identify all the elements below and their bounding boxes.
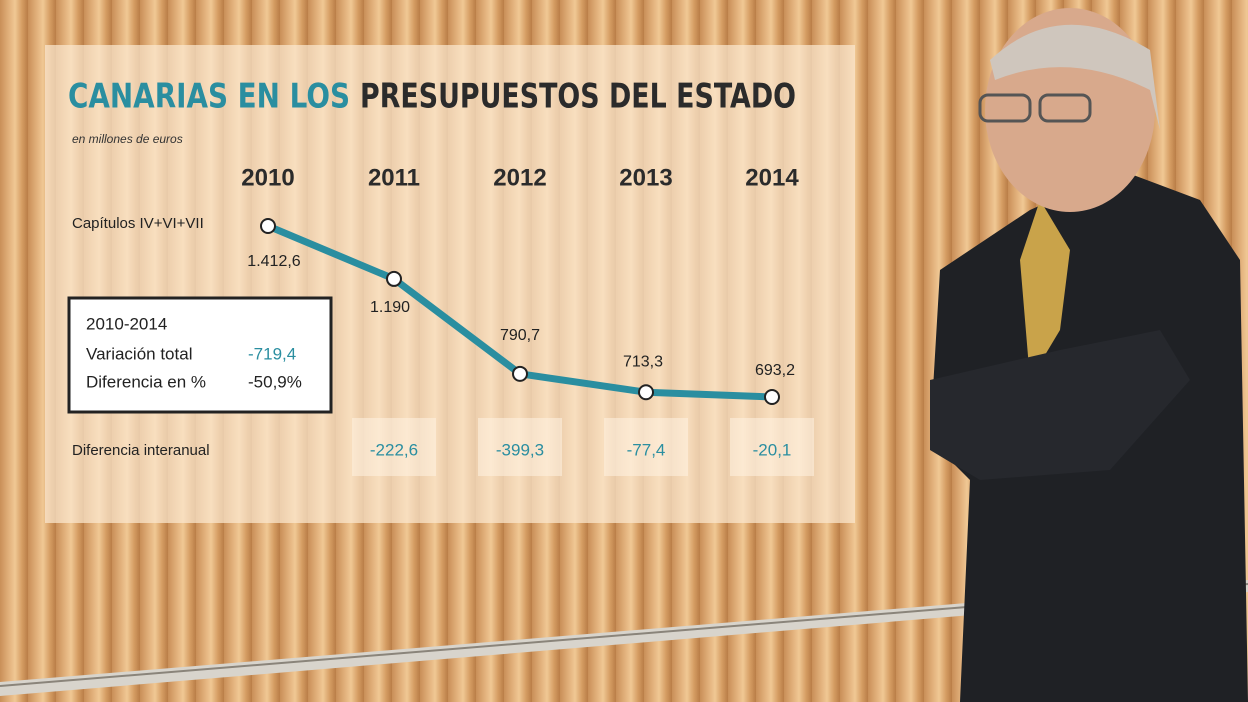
x-tick-label: 2011 <box>368 164 420 191</box>
panel <box>45 45 855 523</box>
summary-value: -50,9% <box>248 372 302 391</box>
summary-title: 2010-2014 <box>86 314 167 333</box>
chart-title: PRESUPUESTOS DEL ESTADO <box>360 77 796 117</box>
title-highlight: CANARIAS EN LOS <box>68 77 350 117</box>
diff-cell <box>730 418 814 476</box>
diff-label: -399,3 <box>496 440 544 459</box>
diff-label: -222,6 <box>370 440 418 459</box>
value-label: 693,2 <box>755 362 795 379</box>
x-tick-label: 2010 <box>241 164 294 191</box>
diff-cell <box>478 418 562 476</box>
value-label: 1.190 <box>370 299 410 316</box>
point <box>386 270 402 287</box>
summary-value: -719,4 <box>248 344 296 363</box>
point <box>764 389 780 405</box>
value-label: 713,3 <box>623 353 663 370</box>
summary-label: Variación total <box>86 344 192 363</box>
value-label: 1.412,6 <box>247 253 300 270</box>
x-tick-label: 2013 <box>619 164 672 191</box>
summary-label: Diferencia en % <box>86 372 206 391</box>
point <box>638 384 654 401</box>
series-label: Capítulos IV+VI+VII <box>72 215 204 232</box>
diff-cell <box>604 418 688 476</box>
value-label: 790,7 <box>500 327 540 344</box>
x-tick-label: 2012 <box>493 164 546 191</box>
point <box>512 365 528 382</box>
row-label: Diferencia interanual <box>72 442 210 459</box>
diff-cell <box>352 418 436 476</box>
diff-label: -77,4 <box>627 440 666 459</box>
summary-box: 2010-2014 Variación total -719,4 Diferen… <box>67 296 333 414</box>
person <box>930 8 1248 702</box>
subtitle: en millones de euros <box>72 132 183 146</box>
diff-label: -20,1 <box>753 440 792 459</box>
x-tick-label: 2014 <box>745 164 799 191</box>
summary-frame <box>67 296 333 414</box>
point <box>260 218 276 234</box>
